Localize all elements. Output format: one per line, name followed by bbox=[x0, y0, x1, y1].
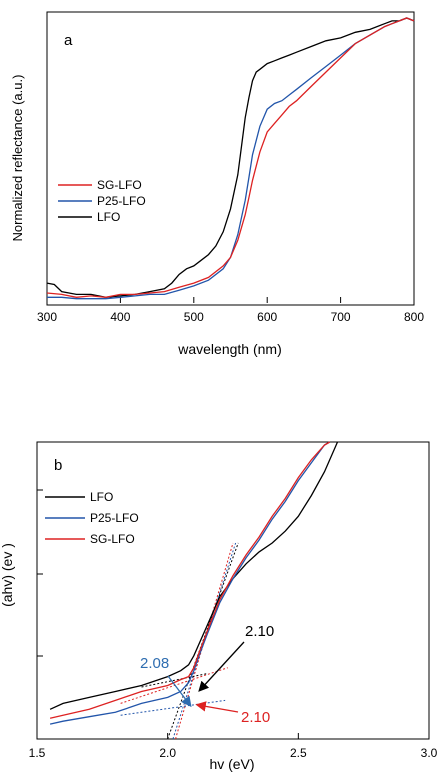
panel-b-x-axis-label: hv (eV) bbox=[209, 756, 254, 772]
x-tick-label: 500 bbox=[184, 310, 204, 324]
x-tick-label: 2.5 bbox=[290, 746, 307, 760]
series-line-p25-lfo bbox=[49, 441, 331, 725]
x-tick-label: 2.0 bbox=[159, 746, 176, 760]
x-tick-label: 800 bbox=[404, 310, 424, 324]
series-line-sg-lfo bbox=[46, 17, 415, 298]
panel-b-annotations: 2.08 2.10 2.10 bbox=[140, 623, 274, 726]
panel-a-legend: SG-LFO P25-LFO LFO bbox=[58, 178, 146, 224]
annotation-arrow bbox=[198, 641, 245, 692]
annotation-arrow bbox=[167, 675, 192, 708]
panel-b-x-axis: 1.5 2.0 2.5 3.0 bbox=[29, 733, 438, 760]
legend-entry-lfo: LFO bbox=[97, 210, 120, 224]
annotation-label: 2.10 bbox=[245, 623, 274, 640]
x-tick-label: 400 bbox=[110, 310, 130, 324]
x-tick-label: 600 bbox=[257, 310, 277, 324]
panel-b-series-lines bbox=[49, 441, 339, 725]
panel-b-frame bbox=[36, 441, 430, 740]
legend-entry-sg-lfo: SG-LFO bbox=[97, 178, 142, 192]
panel-a-x-axis-label: wavelength (nm) bbox=[177, 341, 282, 357]
series-line-lfo bbox=[49, 441, 339, 710]
fit-line bbox=[141, 673, 207, 688]
panel-a-frame bbox=[46, 11, 415, 306]
panel-b-label: b bbox=[54, 457, 62, 474]
x-tick-label: 3.0 bbox=[421, 746, 438, 760]
x-tick-label: 700 bbox=[331, 310, 351, 324]
panel-a-x-axis: 300 400 500 600 700 800 bbox=[37, 297, 424, 324]
annotation-label: 2.10 bbox=[241, 709, 270, 726]
panel-a-series-lines bbox=[46, 17, 415, 300]
x-tick-label: 1.5 bbox=[29, 746, 46, 760]
legend-entry-lfo: LFO bbox=[90, 490, 113, 504]
panel-b-legend: LFO P25-LFO SG-LFO bbox=[45, 490, 139, 546]
series-line-sg-lfo bbox=[49, 441, 331, 719]
fit-line bbox=[120, 667, 228, 704]
legend-entry-sg-lfo: SG-LFO bbox=[90, 532, 135, 546]
legend-entry-p25-lfo: P25-LFO bbox=[90, 511, 139, 525]
annotation-label: 2.08 bbox=[140, 655, 169, 672]
x-tick-label: 300 bbox=[37, 310, 57, 324]
panel-b: b 1.5 2.0 2.5 3.0 LFO P25-LFO SG-LFO 2.08 2.10… bbox=[0, 441, 438, 772]
panel-a-y-axis-label: Normalized reflectance (a.u.) bbox=[10, 75, 25, 242]
panel-a-label: a bbox=[64, 32, 73, 49]
legend-entry-p25-lfo: P25-LFO bbox=[97, 194, 146, 208]
annotation-arrow bbox=[195, 701, 239, 713]
panel-a: a 300 400 500 600 700 800 SG-LFO P25-LFO LFO wa… bbox=[10, 11, 424, 357]
panel-b-y-axis-label: (ahv) (ev ) bbox=[0, 543, 15, 607]
fit-line bbox=[120, 699, 226, 716]
